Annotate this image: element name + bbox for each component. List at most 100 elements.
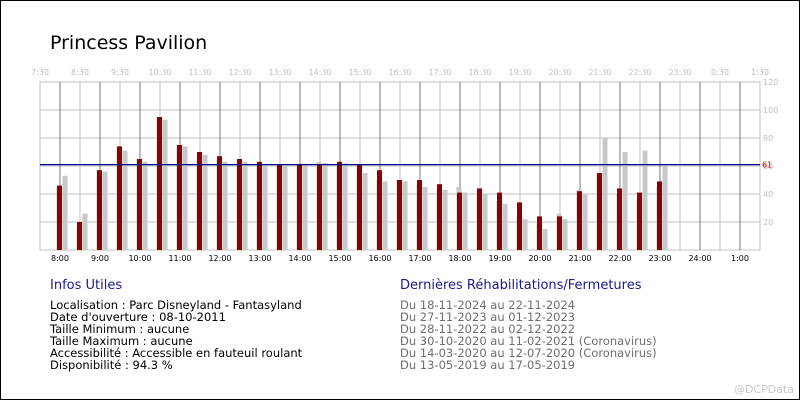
info-line: Date d'ouverture : 08-10-2011 — [50, 310, 226, 324]
past-bar-b — [362, 173, 368, 250]
rehab-line: Du 27-11-2023 au 01-12-2023 — [400, 310, 576, 324]
info-line: Localisation : Parc Disneyland - Fantasy… — [50, 298, 302, 312]
info-section-title: Infos Utiles — [50, 278, 123, 293]
past-bar-b — [282, 166, 288, 250]
y-tick-label: 120 — [763, 78, 778, 87]
bottom-tick-label: 22:00 — [608, 254, 631, 263]
top-tick-label: 12:30 — [228, 68, 251, 77]
wait-bar — [257, 161, 262, 250]
past-bar-b — [262, 166, 268, 250]
past-bar-b — [302, 164, 308, 250]
wait-bar — [357, 164, 362, 250]
past-bar-b — [242, 161, 248, 250]
past-bar-b — [122, 150, 128, 250]
wait-bar — [557, 216, 562, 250]
past-bar-b — [82, 213, 88, 250]
past-bar-b — [142, 161, 148, 250]
wait-bar — [637, 192, 642, 250]
past-bar-b — [542, 229, 548, 250]
y-tick-label: 20 — [763, 218, 773, 227]
bottom-tick-label: 13:00 — [248, 254, 271, 263]
top-tick-label: 10:30 — [148, 68, 171, 77]
past-bar-b — [562, 219, 568, 250]
past-bar-b — [422, 187, 428, 250]
top-tick-label: 17:30 — [428, 68, 451, 77]
past-bar-b — [662, 166, 668, 250]
y-tick-label: 80 — [763, 134, 773, 143]
wait-bar — [597, 173, 602, 250]
wait-bar — [317, 164, 322, 250]
wait-bar — [537, 216, 542, 250]
info-list: Localisation : Parc Disneyland - Fantasy… — [50, 299, 302, 371]
past-bar-b — [162, 119, 168, 250]
wait-bar — [437, 184, 442, 250]
wait-bar — [417, 180, 422, 250]
bottom-tick-label: 23:00 — [648, 254, 671, 263]
past-bar-b — [102, 171, 108, 250]
chart-title: Princess Pavilion — [50, 32, 208, 54]
wait-bar — [157, 117, 162, 250]
past-bar-b — [482, 194, 488, 250]
past-bar-b — [522, 219, 528, 250]
top-tick-label: 22:30 — [628, 68, 651, 77]
past-bar-b — [382, 181, 388, 250]
wait-bar — [217, 156, 222, 250]
bottom-tick-label: 21:00 — [568, 254, 591, 263]
bottom-tick-label: 20:00 — [528, 254, 551, 263]
rehab-line: Du 30-10-2020 au 11-02-2021 (Coronavirus… — [400, 334, 657, 348]
top-tick-label: 13:30 — [268, 68, 291, 77]
info-line: Taille Maximum : aucune — [50, 334, 193, 348]
top-tick-label: 23:30 — [668, 68, 691, 77]
info-line: Disponibilité : 94.3 % — [50, 358, 173, 372]
watermark: @DCPData — [733, 383, 794, 396]
bottom-tick-label: 17:00 — [408, 254, 431, 263]
wait-bar — [517, 202, 522, 250]
wait-bar — [57, 185, 62, 250]
bottom-tick-label: 14:00 — [288, 254, 311, 263]
y-tick-label: 100 — [763, 106, 778, 115]
wait-bar — [237, 159, 242, 250]
wait-bar — [377, 170, 382, 250]
past-bar-b — [622, 152, 628, 250]
past-bar-b — [202, 154, 208, 250]
top-tick-label: 8:30 — [71, 68, 89, 77]
bottom-tick-label: 8:00 — [51, 254, 69, 263]
top-tick-label: 14:30 — [308, 68, 331, 77]
wait-bar — [297, 164, 302, 250]
past-bar-b — [182, 146, 188, 250]
wait-bar — [177, 145, 182, 250]
past-bar-b — [342, 163, 348, 250]
average-label: 61 — [762, 161, 772, 170]
wait-bar — [397, 180, 402, 250]
rehab-line: Du 28-11-2022 au 02-12-2022 — [400, 322, 576, 336]
bottom-tick-label: 16:00 — [368, 254, 391, 263]
bottom-tick-label: 9:00 — [91, 254, 109, 263]
wait-bar — [117, 146, 122, 250]
bottom-tick-label: 24:00 — [688, 254, 711, 263]
info-line: Taille Minimum : aucune — [50, 322, 190, 336]
rehab-line: Du 13-05-2019 au 17-05-2019 — [400, 358, 576, 372]
top-tick-label: 16:30 — [388, 68, 411, 77]
past-bar-b — [442, 189, 448, 250]
top-tick-label: 9:30 — [111, 68, 129, 77]
bottom-tick-label: 11:00 — [168, 254, 191, 263]
past-bar-b — [602, 138, 608, 250]
past-bar-b — [502, 203, 508, 250]
past-bar-b — [322, 163, 328, 250]
wait-bar — [137, 159, 142, 250]
wait-bar — [577, 191, 582, 250]
past-bar-b — [582, 194, 588, 250]
wait-bar — [337, 161, 342, 250]
wait-bar — [77, 222, 82, 250]
wait-bar — [617, 188, 622, 250]
top-tick-label: 7:30 — [31, 68, 49, 77]
top-tick-label: 20:30 — [548, 68, 571, 77]
top-tick-label: 21:30 — [588, 68, 611, 77]
past-bar-b — [642, 150, 648, 250]
top-tick-label: 11:30 — [188, 68, 211, 77]
y-tick-label: 40 — [763, 190, 773, 199]
past-bar-b — [222, 161, 228, 250]
bottom-tick-label: 15:00 — [328, 254, 351, 263]
y-tick-label: 60 — [763, 162, 773, 171]
